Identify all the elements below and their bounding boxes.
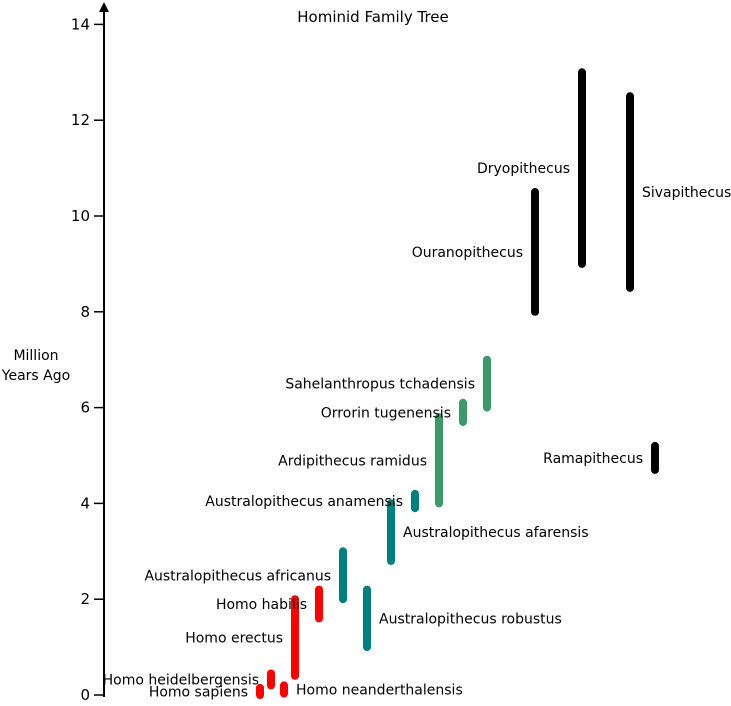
y-tick-label: 2 bbox=[80, 590, 90, 608]
species-label: Australopithecus africanus bbox=[144, 568, 331, 584]
species-label: Sivapithecus bbox=[642, 185, 731, 201]
y-tick-label: 12 bbox=[71, 111, 90, 129]
species-label: Orrorin tugenensis bbox=[321, 405, 451, 421]
species-label: Ardipithecus ramidus bbox=[278, 453, 427, 469]
species-label: Homo erectus bbox=[185, 631, 283, 647]
y-axis: 0 2 4 6 8 10 12 14 bbox=[71, 2, 109, 704]
y-axis-arrow-icon bbox=[99, 2, 109, 12]
y-axis-title-line-1: Million bbox=[13, 348, 58, 364]
y-tick-label: 4 bbox=[80, 494, 90, 512]
y-tick-label: 14 bbox=[71, 15, 90, 33]
y-axis-title-line-2: Years Ago bbox=[1, 368, 70, 384]
y-tick-label: 8 bbox=[80, 303, 90, 321]
y-tick-label: 10 bbox=[71, 207, 90, 225]
species-label: Australopithecus afarensis bbox=[403, 525, 589, 541]
species-label: Homo sapiens bbox=[149, 684, 248, 700]
y-tick-label: 6 bbox=[80, 399, 90, 417]
species-label: Homo habilis bbox=[216, 597, 307, 613]
species-label: Homo neanderthalensis bbox=[296, 682, 463, 698]
species-label: Dryopithecus bbox=[477, 161, 570, 177]
species-label: Sahelanthropus tchadensis bbox=[285, 377, 475, 393]
range-bars bbox=[256, 68, 659, 699]
species-label: Ouranopithecus bbox=[412, 245, 523, 261]
species-label: Australopithecus robustus bbox=[379, 611, 562, 627]
species-label: Homo heidelbergensis bbox=[103, 672, 259, 688]
y-axis-title: Million Years Ago bbox=[1, 348, 70, 384]
species-label: Ramapithecus bbox=[543, 451, 643, 467]
y-tick-label: 0 bbox=[80, 686, 90, 704]
species-label: Australopithecus anamensis bbox=[205, 494, 403, 510]
chart-title: Hominid Family Tree bbox=[297, 8, 449, 26]
